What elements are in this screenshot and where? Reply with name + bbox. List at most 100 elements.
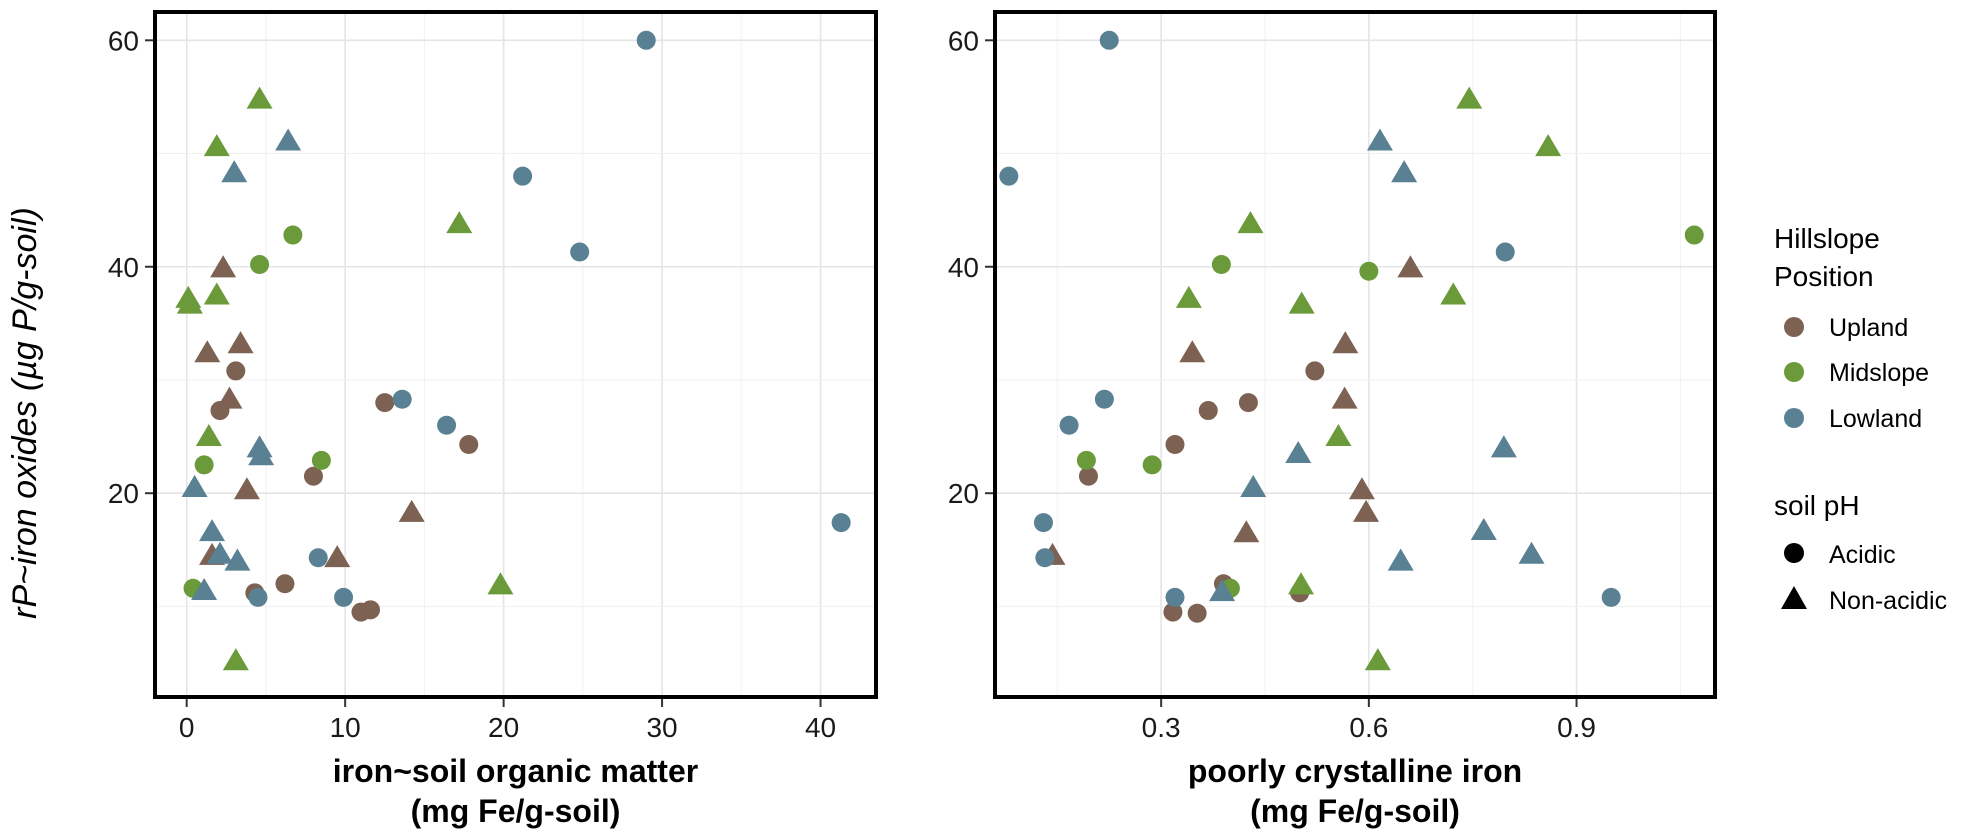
lowland-acidic-point [334, 587, 354, 607]
midslope-non-acidic-point [246, 86, 273, 109]
upland-non-acidic-point [194, 340, 221, 363]
upland-acidic-point [303, 466, 323, 486]
lowland-acidic-point [1601, 587, 1621, 607]
midslope-acidic-point [1076, 450, 1096, 470]
x-tick-label: 0 [179, 712, 195, 743]
left-panel: 0 10 20 30 40 20 40 60 iron~soil organic matter… [108, 10, 878, 829]
legend-acidic-label: Acidic [1829, 541, 1896, 569]
lowland-non-acidic-point [181, 474, 208, 497]
midslope-acidic-point [1684, 225, 1704, 245]
midslope-non-acidic-point [1288, 291, 1315, 314]
midslope-non-acidic-point [1288, 572, 1314, 595]
lowland-acidic-point [1033, 513, 1053, 533]
midslope-acidic-point [250, 254, 270, 274]
left-axis-ticks: 0 10 20 30 40 20 40 60 [108, 25, 836, 743]
lowland-non-acidic-point [1285, 440, 1312, 464]
lowland-acidic-point [831, 513, 851, 533]
lowland-acidic-point [570, 242, 590, 262]
x-tick-label: 30 [646, 712, 677, 743]
midslope-acidic-point [1142, 455, 1162, 475]
right-panel-border [993, 10, 1717, 699]
lowland-non-acidic-point [191, 577, 218, 601]
upland-acidic-point [1198, 401, 1218, 421]
x-tick-label: 40 [805, 712, 836, 743]
upland-acidic-point [1163, 602, 1183, 622]
midslope-non-acidic-point [1364, 648, 1391, 671]
right-axis-ticks: 0.3 0.6 0.9 20 40 60 [948, 25, 1596, 743]
midslope-non-acidic-point [1175, 285, 1202, 308]
left-x-axis-title-line2: (mg Fe/g-soil) [411, 793, 621, 829]
right-points [999, 30, 1704, 671]
midslope-non-acidic-point [1237, 211, 1264, 234]
x-tick-label: 0.9 [1557, 712, 1596, 743]
midslope-non-acidic-point [195, 423, 222, 447]
left-gridlines [155, 12, 876, 697]
lowland-non-acidic-point [1240, 474, 1267, 497]
upland-non-acidic-point [398, 499, 425, 522]
midslope-acidic-point [1211, 254, 1231, 274]
upland-non-acidic-point [216, 386, 243, 409]
x-tick-label: 10 [330, 712, 361, 743]
upland-non-acidic-point [1397, 255, 1424, 278]
lowland-non-acidic-point [1366, 128, 1393, 151]
midslope-non-acidic-point [1535, 134, 1562, 157]
legend-acidic-swatch [1784, 543, 1804, 563]
lowland-non-acidic-point [248, 443, 275, 466]
lowland-acidic-point [308, 548, 328, 568]
midslope-non-acidic-point [222, 648, 249, 671]
lowland-acidic-point [999, 166, 1019, 186]
right-x-axis-title-line1: poorly crystalline iron [1188, 753, 1522, 789]
upland-acidic-point [1187, 603, 1207, 623]
y-tick-label: 20 [108, 478, 139, 509]
upland-non-acidic-point [227, 331, 254, 354]
midslope-non-acidic-point [176, 291, 203, 314]
upland-non-acidic-point [1353, 499, 1380, 522]
lowland-non-acidic-point [275, 128, 302, 151]
upland-acidic-point [1238, 393, 1258, 413]
y-tick-label: 40 [948, 252, 979, 283]
y-tick-label: 20 [948, 478, 979, 509]
y-tick-label: 60 [948, 25, 979, 56]
legend-hillslope-title-line1: Hillslope [1774, 223, 1880, 254]
upland-acidic-point [1305, 361, 1325, 381]
legend-ph-title: soil pH [1774, 490, 1860, 521]
midslope-non-acidic-point [487, 572, 514, 595]
lowland-acidic-point [1059, 415, 1079, 435]
x-tick-label: 20 [488, 712, 519, 743]
upland-non-acidic-point [233, 477, 260, 500]
lowland-acidic-point [392, 389, 412, 409]
upland-non-acidic-point [210, 255, 237, 278]
lowland-non-acidic-point [1209, 579, 1236, 602]
lowland-non-acidic-point [206, 541, 233, 564]
lowland-acidic-point [1099, 30, 1119, 50]
lowland-non-acidic-point [1490, 435, 1517, 458]
lowland-non-acidic-point [221, 160, 248, 183]
right-x-axis-title-line2: (mg Fe/g-soil) [1250, 793, 1460, 829]
left-panel-border [153, 10, 878, 699]
legend-midslope-label: Midslope [1829, 359, 1929, 387]
lowland-acidic-point [1035, 548, 1055, 568]
lowland-acidic-point [1094, 389, 1114, 409]
upland-non-acidic-point [1179, 340, 1206, 363]
upland-non-acidic-point [324, 545, 351, 568]
midslope-non-acidic-point [1440, 282, 1467, 305]
upland-non-acidic-point [1332, 331, 1359, 354]
lowland-acidic-point [437, 415, 457, 435]
y-tick-label: 60 [108, 25, 139, 56]
y-axis-title: rP~iron oxides (µg P/g-soil) [6, 207, 44, 619]
midslope-non-acidic-point [446, 211, 473, 234]
midslope-acidic-point [1359, 261, 1379, 281]
lowland-acidic-point [1495, 242, 1515, 262]
lowland-non-acidic-point [224, 548, 251, 571]
lowland-acidic-point [248, 587, 268, 607]
upland-acidic-point [459, 435, 479, 455]
legend-lowland-label: Lowland [1829, 405, 1922, 433]
upland-acidic-point [1078, 466, 1098, 486]
upland-acidic-point [275, 574, 295, 594]
midslope-acidic-point [194, 455, 214, 475]
midslope-acidic-point [311, 450, 331, 470]
lowland-acidic-point [1165, 587, 1185, 607]
legend-upland-label: Upland [1829, 314, 1908, 342]
